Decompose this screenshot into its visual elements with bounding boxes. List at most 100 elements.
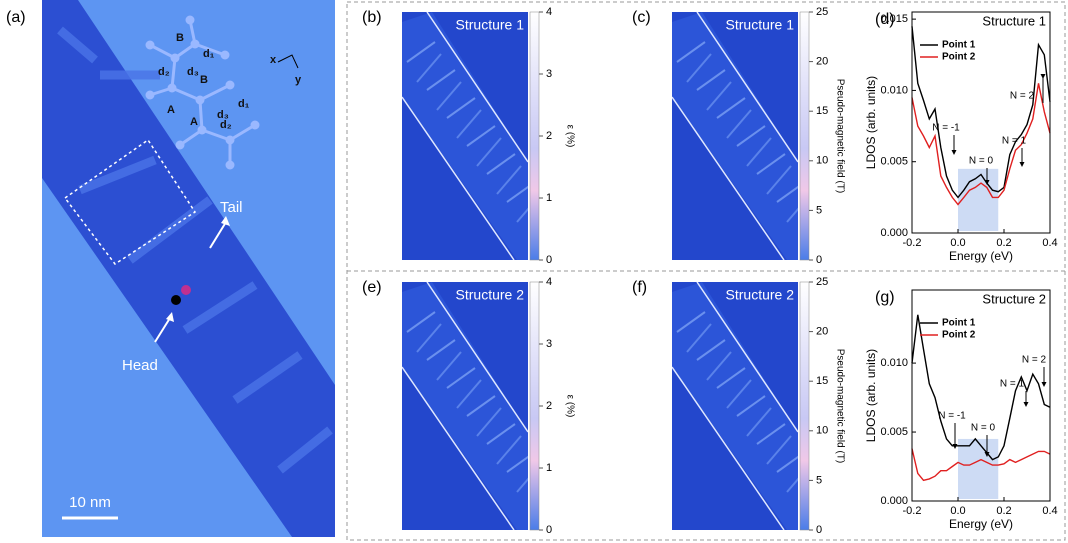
legend-label: Point 2 [942, 52, 976, 63]
x-axis-label: Energy (eV) [949, 249, 1013, 263]
colorbar-tick-label: 4 [546, 276, 552, 288]
map-image [672, 12, 811, 260]
strain-map [402, 12, 541, 260]
arrow-head [1020, 162, 1025, 167]
colorbar-tick-label: 25 [816, 6, 828, 18]
arrow-head [1041, 74, 1046, 79]
arrow-head [1042, 382, 1047, 387]
x-tick-label: 0.0 [950, 505, 965, 517]
colorbar-tick-label: 5 [816, 474, 822, 486]
annotation: N = 1 [1000, 379, 1025, 390]
x-tick-label: 0.2 [996, 505, 1011, 517]
annotation: Tail [220, 199, 243, 216]
map-title: Structure 1 [456, 17, 525, 33]
colorbar [530, 282, 539, 530]
colorbar-tick-label: 25 [816, 276, 828, 288]
chart-title: Structure 2 [982, 291, 1046, 306]
annotation: N = -1 [932, 123, 960, 134]
chart-title: Structure 1 [982, 13, 1046, 28]
y-axis-label: LDOS (arb. units) [864, 349, 878, 442]
y-tick-label: 0.000 [880, 495, 908, 507]
y-tick-label: 0.000 [880, 227, 908, 239]
panel-label: (f) [632, 279, 647, 296]
colorbar-tick-label: 10 [816, 155, 828, 167]
x-tick-label: 0.2 [996, 237, 1011, 249]
colorbar-tick-label: 0 [816, 254, 822, 266]
map-image [402, 282, 541, 530]
map-image [402, 12, 541, 260]
lattice-label: A [190, 116, 198, 128]
map-title: Structure 1 [726, 17, 795, 33]
series-line [912, 315, 1050, 460]
x-axis-label: Energy (eV) [949, 517, 1013, 531]
lattice-label: B [200, 74, 208, 86]
lattice-label: d₃ [187, 66, 199, 78]
annotation: N = -1 [938, 411, 966, 422]
panel-label: (g) [875, 289, 895, 306]
colorbar [800, 12, 809, 260]
strain-map [672, 282, 811, 530]
lattice-label: A [167, 104, 175, 116]
colorbar-title: Pseudo-magnetic field (T) [834, 79, 845, 194]
annotation: N = 2 [1022, 355, 1047, 366]
arrow-head [1024, 402, 1029, 407]
lattice-label: d₂ [220, 119, 232, 131]
y-tick-label: 0.005 [880, 156, 908, 168]
colorbar-title: ε (%) [564, 395, 575, 418]
colorbar-tick-label: 2 [546, 400, 552, 412]
panel-label: (c) [632, 9, 651, 26]
colorbar-tick-label: 1 [546, 462, 552, 474]
lattice-label: x [270, 54, 277, 66]
colorbar-title: ε (%) [564, 125, 575, 148]
y-tick-label: 0.015 [880, 13, 908, 25]
x-tick-label: 0.4 [1042, 237, 1057, 249]
colorbar-tick-label: 20 [816, 326, 828, 338]
colorbar-tick-label: 1 [546, 192, 552, 204]
panel-a-image [40, 0, 335, 537]
scale-bar-label: 10 nm [69, 494, 111, 511]
legend-label: Point 1 [942, 318, 976, 329]
map-title: Structure 2 [456, 287, 525, 303]
colorbar-title: Pseudo-magnetic field (T) [834, 349, 845, 464]
x-tick-label: 0.0 [950, 237, 965, 249]
annotation: Head [122, 357, 158, 374]
lattice-label: d₁ [238, 98, 250, 110]
panel-label: (e) [362, 279, 382, 296]
colorbar-tick-label: 15 [816, 105, 828, 117]
legend-label: Point 2 [942, 330, 976, 341]
colorbar-tick-label: 0 [816, 524, 822, 536]
annotation: N = 0 [969, 156, 994, 167]
lattice-label: d₂ [158, 66, 170, 78]
colorbar-tick-label: 15 [816, 375, 828, 387]
strain-map [672, 12, 811, 260]
y-axis-label: LDOS (arb. units) [864, 76, 878, 169]
x-tick-label: 0.4 [1042, 505, 1057, 517]
colorbar [530, 12, 539, 260]
annotation: N = 1 [1002, 136, 1027, 147]
colorbar-tick-label: 3 [546, 338, 552, 350]
panel-label: (b) [362, 9, 382, 26]
colorbar-tick-label: 5 [816, 204, 822, 216]
gap-region [958, 169, 998, 231]
colorbar-tick-label: 10 [816, 425, 828, 437]
annotation: N = 0 [971, 423, 996, 434]
colorbar-tick-label: 20 [816, 56, 828, 68]
figure: (a)TailHead10 nmBd₁d₂d₃ABd₃Ad₁d₂xy(b)Str… [0, 0, 1068, 543]
colorbar [800, 282, 809, 530]
map-image [672, 282, 811, 530]
y-tick-label: 0.010 [880, 357, 908, 369]
annotation: N = 2 [1010, 91, 1035, 102]
panel-label: (a) [6, 9, 26, 26]
colorbar-tick-label: 2 [546, 130, 552, 142]
legend-label: Point 1 [942, 40, 976, 51]
colorbar-tick-label: 0 [546, 254, 552, 266]
gap-region [958, 439, 998, 499]
y-tick-label: 0.010 [880, 84, 908, 96]
lattice-label: B [176, 32, 184, 44]
strain-map [402, 282, 541, 530]
colorbar-tick-label: 0 [546, 524, 552, 536]
colorbar-tick-label: 4 [546, 6, 552, 18]
colorbar-tick-label: 3 [546, 68, 552, 80]
map-title: Structure 2 [726, 287, 795, 303]
lattice-label: d₁ [203, 48, 215, 60]
